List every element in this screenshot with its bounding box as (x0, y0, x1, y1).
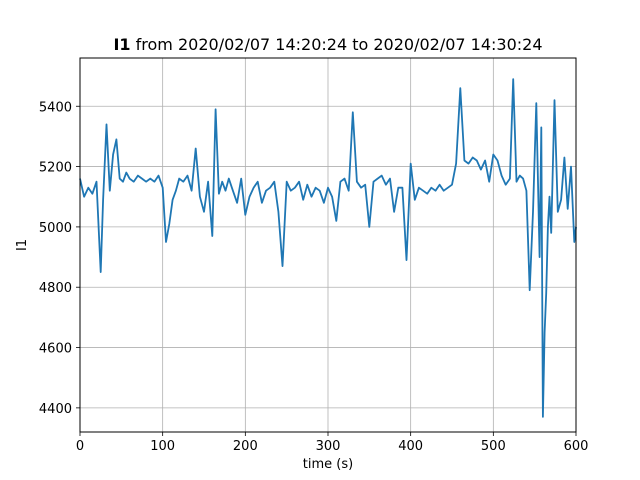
series-line (79, 78, 577, 418)
chart-title-bold: I1 (113, 35, 130, 54)
x-tick-label: 600 (564, 439, 589, 454)
y-axis-label: I1 (15, 239, 30, 251)
grid (79, 58, 577, 432)
x-tick-label: 300 (316, 439, 341, 454)
x-tick-label: 500 (481, 439, 506, 454)
y-tick-label: 4800 (39, 281, 72, 296)
x-axis-label: time (s) (303, 457, 353, 472)
chart-title: I1 from 2020/02/07 14:20:24 to 2020/02/0… (113, 35, 542, 54)
y-tick-label: 4600 (39, 342, 72, 357)
x-tick-label: 100 (150, 439, 175, 454)
x-axis: 0 100 200 300 400 500 600 (76, 432, 589, 454)
y-tick-label: 5400 (39, 100, 72, 115)
y-tick-label: 4400 (39, 402, 72, 417)
y-tick-label: 5200 (39, 161, 72, 176)
x-tick-label: 0 (76, 439, 84, 454)
x-tick-label: 200 (233, 439, 258, 454)
y-tick-label: 5000 (39, 221, 72, 236)
chart-title-rest: from 2020/02/07 14:20:24 to 2020/02/07 1… (131, 35, 543, 54)
y-axis: 4400 4600 4800 5000 5200 5400 (39, 100, 80, 417)
x-tick-label: 400 (398, 439, 423, 454)
series-layer (79, 78, 577, 418)
